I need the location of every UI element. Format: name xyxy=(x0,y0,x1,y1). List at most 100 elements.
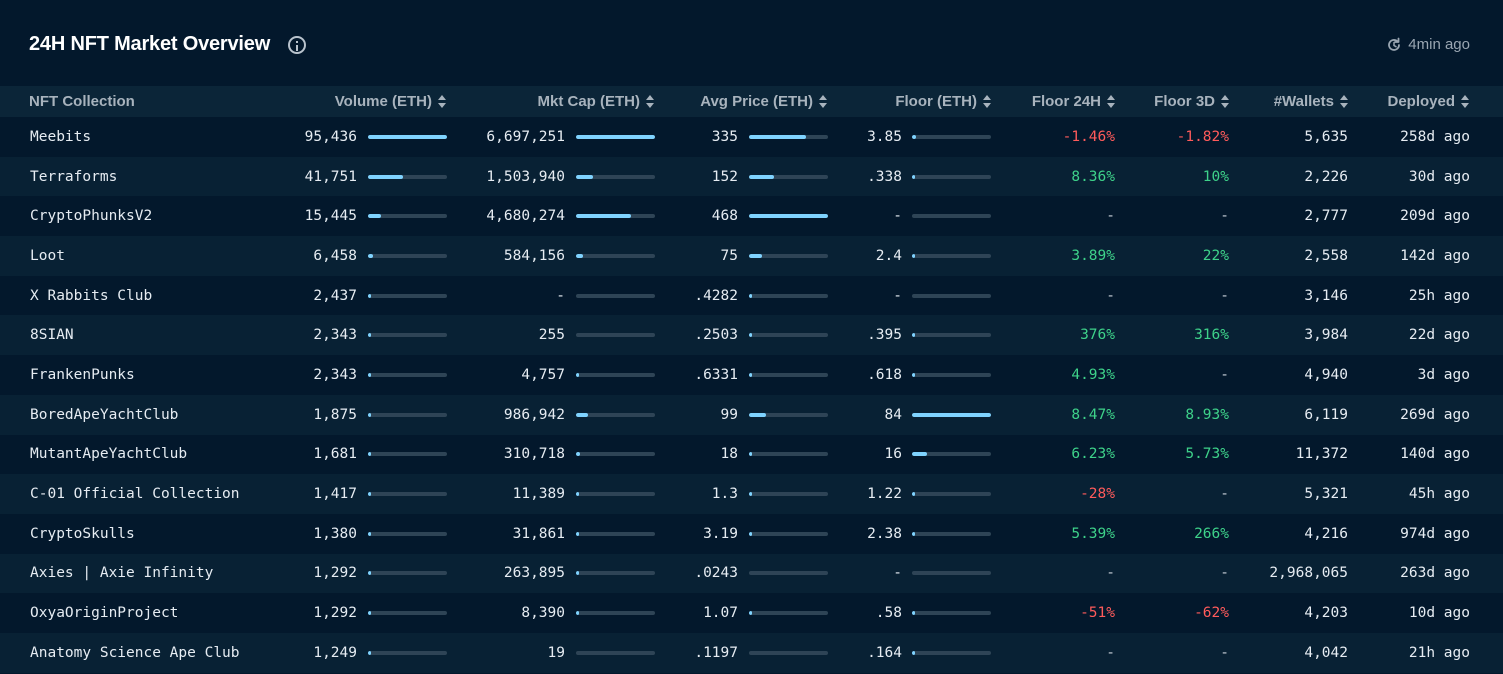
mktcap-bar xyxy=(576,650,655,655)
volume-value: 1,292 xyxy=(313,605,357,622)
avg-bar-fill xyxy=(749,293,752,298)
floor-value: - xyxy=(893,208,902,225)
avg-bar xyxy=(749,333,828,338)
wallets-value: 4,940 xyxy=(1304,366,1348,383)
mktcap-bar xyxy=(576,452,655,457)
collection-name[interactable]: BoredApeYachtClub xyxy=(30,406,179,423)
table-row[interactable]: C-01 Official Collection 1,417 11,389 1.3 1.… xyxy=(0,474,1503,514)
collection-name[interactable]: Axies | Axie Infinity xyxy=(30,565,214,582)
floor-bar-fill xyxy=(912,492,915,497)
volume-bar-fill xyxy=(368,531,371,536)
avg-bar-fill xyxy=(749,492,752,497)
col-floor-header[interactable]: Floor (ETH) xyxy=(895,93,992,110)
col-mktcap-header[interactable]: Mkt Cap (ETH) xyxy=(538,93,656,110)
avg-value: .1197 xyxy=(694,644,738,661)
collection-name[interactable]: Anatomy Science Ape Club xyxy=(30,644,240,661)
f24-value: 8.36% xyxy=(1071,168,1115,185)
avg-value: .0243 xyxy=(694,565,738,582)
floor-value: .395 xyxy=(867,327,902,344)
volume-bar-fill xyxy=(368,452,371,457)
f3d-value: -62% xyxy=(1194,605,1229,622)
col-wallets-header[interactable]: #Wallets xyxy=(1274,93,1349,110)
collection-name[interactable]: FrankenPunks xyxy=(30,366,135,383)
collection-name[interactable]: X Rabbits Club xyxy=(30,287,153,304)
collection-name[interactable]: C-01 Official Collection xyxy=(30,486,240,503)
volume-bar xyxy=(368,531,447,536)
col-floor3d-header[interactable]: Floor 3D xyxy=(1154,93,1230,110)
table-row[interactable]: Meebits 95,436 6,697,251 335 3.85 -1.46% -1.82… xyxy=(0,117,1503,157)
avg-bar xyxy=(749,253,828,258)
table-row[interactable]: CryptoPhunksV2 15,445 4,680,274 468 - - - 2,777… xyxy=(0,196,1503,237)
mktcap-bar-fill xyxy=(576,174,594,179)
wallets-value: 2,558 xyxy=(1304,247,1348,264)
collection-name[interactable]: Loot xyxy=(30,247,65,264)
collection-name[interactable]: CryptoSkulls xyxy=(30,525,135,542)
sort-icon[interactable] xyxy=(1460,94,1470,109)
floor-value: 84 xyxy=(884,406,902,423)
f24-value: - xyxy=(1106,287,1115,304)
table-row[interactable]: Axies | Axie Infinity 1,292 263,895 .0243 - -… xyxy=(0,553,1503,594)
volume-bar-fill xyxy=(368,333,371,338)
collection-name[interactable]: MutantApeYachtClub xyxy=(30,446,188,463)
table-row[interactable]: CryptoSkulls 1,380 31,861 3.19 2.38 5.39% 266%… xyxy=(0,513,1503,554)
table-row[interactable]: MutantApeYachtClub 1,681 310,718 18 16 6.23% 5… xyxy=(0,434,1503,475)
col-volume-header[interactable]: Volume (ETH) xyxy=(335,93,447,110)
info-icon[interactable] xyxy=(288,36,306,54)
volume-bar-fill xyxy=(368,174,403,179)
floor-value: 16 xyxy=(884,446,902,463)
sort-icon[interactable] xyxy=(437,94,447,109)
table-row[interactable]: Terraforms 41,751 1,503,940 152 .338 8.36% 10%… xyxy=(0,156,1503,197)
table-row[interactable]: Anatomy Science Ape Club 1,249 19 .1197 .164… xyxy=(0,632,1503,673)
floor-bar xyxy=(912,492,991,497)
col-deployed-header[interactable]: Deployed xyxy=(1387,93,1470,110)
sort-icon[interactable] xyxy=(1339,94,1349,109)
floor-bar xyxy=(912,253,991,258)
mktcap-bar-fill xyxy=(576,611,579,616)
wallets-value: 11,372 xyxy=(1295,446,1348,463)
f24-value: 4.93% xyxy=(1071,366,1115,383)
table-row[interactable]: X Rabbits Club 2,437 - .4282 - - - 3,146 25h ago xyxy=(0,275,1503,316)
col-avgprice-header[interactable]: Avg Price (ETH) xyxy=(700,93,828,110)
collection-name[interactable]: OxyaOriginProject xyxy=(30,605,179,622)
mktcap-bar xyxy=(576,214,655,219)
volume-bar-fill xyxy=(368,412,371,417)
volume-value: 95,436 xyxy=(304,128,357,145)
avg-value: .4282 xyxy=(694,287,738,304)
f24-value: - xyxy=(1106,644,1115,661)
sort-icon[interactable] xyxy=(645,94,655,109)
avg-value: 18 xyxy=(720,446,738,463)
deployed-value: 45h ago xyxy=(1408,486,1470,503)
mktcap-value: 11,389 xyxy=(512,486,565,503)
volume-bar-fill xyxy=(368,293,371,298)
col-collection-header[interactable]: NFT Collection xyxy=(29,93,135,110)
volume-bar xyxy=(368,412,447,417)
avg-bar-fill xyxy=(749,372,752,377)
collection-name[interactable]: Meebits xyxy=(30,128,92,145)
floor-value: .618 xyxy=(867,366,902,383)
floor-bar-fill xyxy=(912,412,991,417)
table-row[interactable]: FrankenPunks 2,343 4,757 .6331 .618 4.93% - 4,9… xyxy=(0,355,1503,395)
sort-icon[interactable] xyxy=(1106,94,1116,109)
volume-bar xyxy=(368,293,447,298)
sort-icon[interactable] xyxy=(982,94,992,109)
refresh-icon[interactable] xyxy=(1386,37,1402,53)
collection-name[interactable]: Terraforms xyxy=(30,168,118,185)
table-row[interactable]: OxyaOriginProject 1,292 8,390 1.07 .58 -51% -6… xyxy=(0,593,1503,633)
mktcap-bar xyxy=(576,174,655,179)
table-row[interactable]: Loot 6,458 584,156 75 2.4 3.89% 22% 2,558 142d a… xyxy=(0,236,1503,276)
sort-icon[interactable] xyxy=(818,94,828,109)
deployed-value: 22d ago xyxy=(1408,327,1470,344)
table-row[interactable]: 8SIAN 2,343 255 .2503 .395 376% 316% 3,984 22d a… xyxy=(0,315,1503,356)
volume-value: 41,751 xyxy=(304,168,357,185)
sort-icon[interactable] xyxy=(1220,94,1230,109)
avg-bar-fill xyxy=(749,531,752,536)
table-row[interactable]: BoredApeYachtClub 1,875 986,942 99 84 8.47% 8.… xyxy=(0,394,1503,435)
volume-bar xyxy=(368,650,447,655)
floor-bar xyxy=(912,214,991,219)
collection-name[interactable]: 8SIAN xyxy=(30,327,74,344)
col-floor24h-header[interactable]: Floor 24H xyxy=(1032,93,1116,110)
deployed-value: 10d ago xyxy=(1408,605,1470,622)
column-label: Floor 24H xyxy=(1031,93,1101,110)
collection-name[interactable]: CryptoPhunksV2 xyxy=(30,208,153,225)
floor-bar xyxy=(912,134,991,139)
